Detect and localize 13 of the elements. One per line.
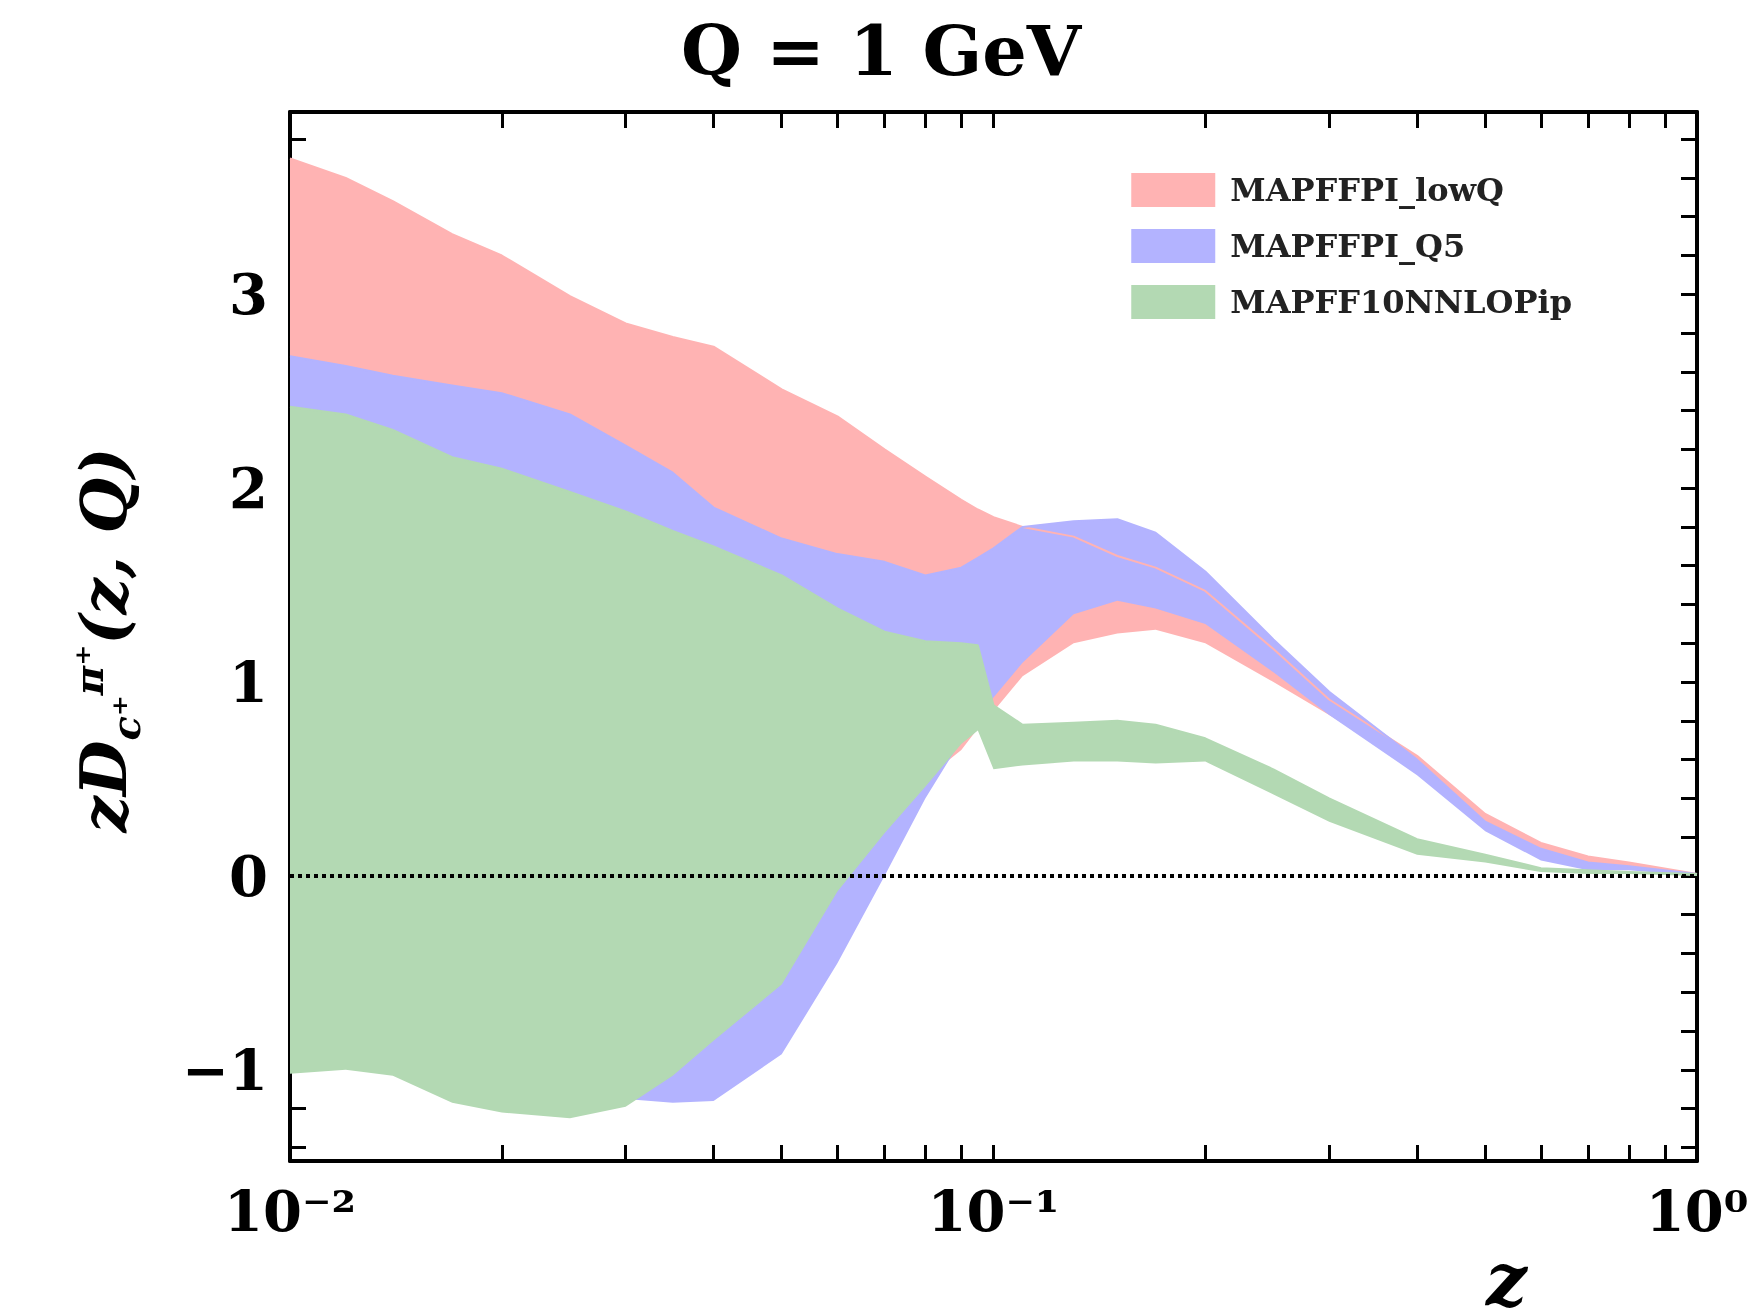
x-axis-title: z (1484, 1236, 1530, 1315)
x-tick-label: 10⁻² (223, 1178, 357, 1244)
legend-label: MAPFFPI_Q5 (1230, 227, 1466, 265)
x-tick-label: 10⁻¹ (927, 1178, 1060, 1244)
y-tick-label: 0 (229, 842, 268, 909)
legend-label: MAPFF10NNLOPip (1230, 283, 1572, 321)
chart-title: Q = 1 GeV (680, 8, 1083, 92)
y-tick-label: 3 (229, 261, 268, 328)
y-tick-label: −1 (182, 1036, 268, 1103)
x-tick-label: 10⁰ (1645, 1178, 1749, 1244)
y-tick-label: 1 (229, 649, 268, 716)
y-tick-label: 2 (229, 455, 268, 522)
legend-label: MAPFFPI_lowQ (1230, 171, 1504, 209)
